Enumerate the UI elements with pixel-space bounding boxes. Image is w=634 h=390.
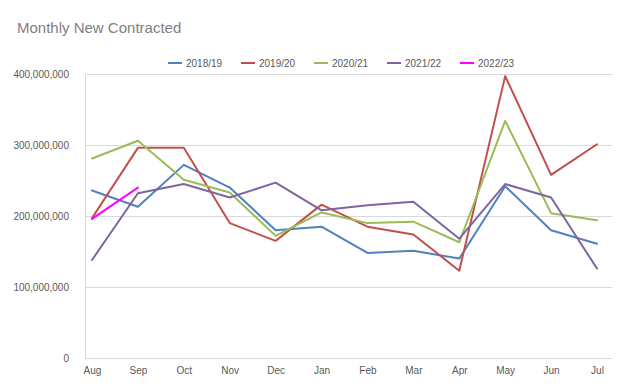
grid-line — [85, 216, 612, 217]
x-tick: Nov — [221, 358, 239, 376]
plot-area — [92, 76, 597, 271]
y-tick: 0 — [63, 353, 85, 364]
legend-item: 2019/20 — [241, 58, 296, 69]
y-tick: 400,000,000 — [13, 69, 85, 80]
grid-line — [85, 145, 612, 146]
y-tick-label: 400,000,000 — [13, 69, 69, 80]
background — [0, 0, 634, 390]
y-tick-label: 300,000,000 — [13, 140, 69, 151]
chart-svg: Monthly New Contracted 0 100,000,000 200,00… — [0, 0, 634, 390]
legend-swatch — [168, 62, 182, 64]
chart-container: Monthly New Contracted 0 100,000,000 200,00… — [0, 0, 634, 390]
grid-line — [85, 287, 612, 288]
x-tick: Jan — [314, 358, 330, 376]
y-tick: 100,000,000 — [13, 282, 85, 293]
x-tick: Sep — [130, 358, 148, 376]
x-tick-label: Feb — [359, 365, 377, 376]
legend-swatch — [314, 62, 328, 64]
legend-swatch — [460, 62, 474, 64]
series-line — [92, 165, 597, 259]
x-tick: Dec — [267, 358, 285, 376]
x-tick-label: Mar — [405, 365, 423, 376]
x-tick: Apr — [452, 358, 468, 376]
legend-swatch — [241, 62, 255, 64]
x-tick: Aug — [84, 358, 102, 376]
x-tick-label: May — [496, 365, 515, 376]
legend-label: 2020/21 — [332, 58, 369, 69]
legend-swatch — [387, 62, 401, 64]
legend-label: 2018/19 — [186, 58, 223, 69]
x-tick-label: Nov — [221, 365, 239, 376]
x-tick-label: Dec — [267, 365, 285, 376]
x-tick: Feb — [359, 358, 377, 376]
x-axis: Aug Sep Oct Nov Dec Jan Feb Mar Apr May Jun Jul — [84, 358, 612, 376]
y-tick: 200,000,000 — [13, 211, 85, 222]
series-line — [92, 76, 597, 271]
y-tick-label: 100,000,000 — [13, 282, 69, 293]
y-axis: 0 100,000,000 200,000,000 300,000,000 400,00… — [13, 69, 85, 364]
x-tick-label: Sep — [130, 365, 148, 376]
x-tick-label: Aug — [84, 365, 102, 376]
legend-label: 2019/20 — [259, 58, 296, 69]
x-tick: Jun — [544, 358, 560, 376]
legend-item: 2018/19 — [168, 58, 223, 69]
x-tick: Mar — [405, 358, 423, 376]
x-tick-label: Jul — [591, 365, 604, 376]
x-tick-label: Jan — [314, 365, 330, 376]
series-line — [92, 121, 597, 242]
grid-line — [85, 74, 612, 75]
y-axis-line — [85, 75, 86, 359]
chart-title: Monthly New Contracted — [17, 19, 181, 36]
series-line — [92, 188, 138, 219]
legend-label: 2022/23 — [478, 58, 515, 69]
x-tick-label: Jun — [544, 365, 560, 376]
x-tick: Oct — [177, 358, 193, 376]
legend-item: 2020/21 — [314, 58, 369, 69]
series-line — [92, 183, 597, 269]
legend-label: 2021/22 — [405, 58, 442, 69]
grid-line — [85, 358, 612, 359]
legend: 2018/19 2019/20 2020/21 2021/22 2022/23 — [168, 58, 515, 69]
legend-item: 2022/23 — [460, 58, 515, 69]
legend-item: 2021/22 — [387, 58, 442, 69]
y-tick-label: 0 — [63, 353, 69, 364]
x-tick: May — [496, 358, 515, 376]
y-tick-label: 200,000,000 — [13, 211, 69, 222]
x-tick-label: Oct — [177, 365, 193, 376]
x-tick-label: Apr — [452, 365, 468, 376]
x-axis-line — [85, 358, 612, 359]
y-tick: 300,000,000 — [13, 140, 85, 151]
x-tick: Jul — [591, 358, 604, 376]
grid — [85, 74, 612, 358]
